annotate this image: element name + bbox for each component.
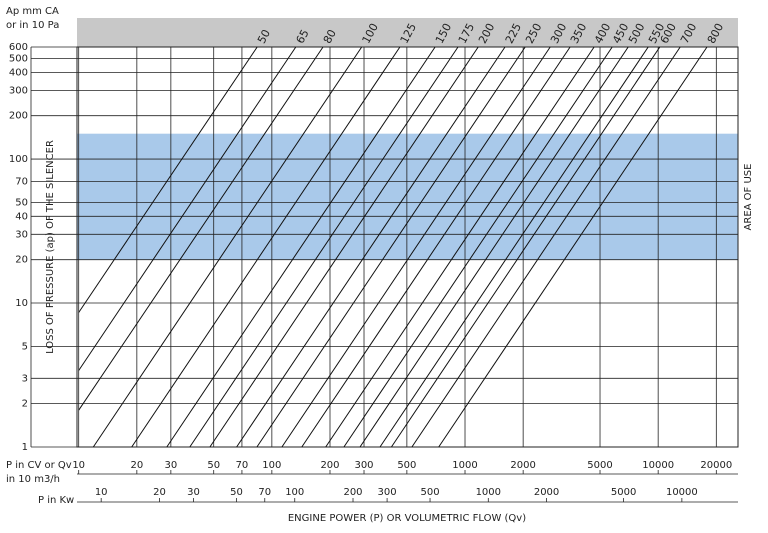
y-tick-label: 2 bbox=[22, 399, 28, 410]
x-tick-label: 30 bbox=[164, 460, 177, 471]
silencer-line bbox=[189, 46, 459, 448]
y-title: LOSS OF PRESSURE (ap) OF THE SILENCER bbox=[45, 140, 56, 354]
area-of-use bbox=[77, 133, 738, 260]
x-tick-label: 20000 bbox=[700, 460, 732, 471]
x2-tick-label: 5000 bbox=[611, 487, 636, 498]
header-band bbox=[77, 18, 738, 47]
x-tick-label: 1000 bbox=[452, 460, 477, 471]
x-tick-label: 50 bbox=[207, 460, 220, 471]
silencer-line bbox=[236, 46, 506, 448]
silencer-line bbox=[78, 46, 324, 411]
x2-tick-label: 1000 bbox=[476, 487, 501, 498]
silencer-line bbox=[281, 46, 551, 448]
x2-tick-label: 30 bbox=[187, 487, 200, 498]
silencer-line bbox=[390, 46, 661, 448]
x2-tick-label: 300 bbox=[378, 487, 397, 498]
silencer-line bbox=[256, 46, 526, 448]
x-tick-label: 20 bbox=[130, 460, 143, 471]
silencer-line bbox=[343, 46, 613, 448]
y-unit-label: Ap mm CA bbox=[6, 6, 59, 17]
x-tick-label: 70 bbox=[236, 460, 249, 471]
silencer-line bbox=[78, 46, 297, 371]
silencer-line bbox=[438, 46, 708, 448]
x2-unit-label: P in Kw bbox=[38, 495, 74, 506]
series-label: 50 bbox=[255, 27, 273, 45]
x-unit-label: P in CV or Qv bbox=[6, 460, 72, 471]
y-tick-label: 10 bbox=[15, 298, 28, 309]
x2-tick-label: 70 bbox=[258, 487, 271, 498]
x2-tick-label: 10 bbox=[95, 487, 108, 498]
y-tick-label: 50 bbox=[15, 197, 28, 208]
y-tick-label: 40 bbox=[15, 211, 28, 222]
x2-tick-label: 100 bbox=[285, 487, 304, 498]
y-tick-label: 20 bbox=[15, 255, 28, 266]
series-label: 80 bbox=[321, 27, 339, 45]
silencer-line bbox=[131, 46, 401, 448]
silencer-line bbox=[166, 46, 436, 448]
x-tick-label: 10 bbox=[72, 460, 85, 471]
band-label: AREA OF USE bbox=[743, 164, 754, 231]
x-unit-label: in 10 m3/h bbox=[6, 474, 60, 485]
x2-tick-label: 200 bbox=[343, 487, 362, 498]
x2-tick-label: 20 bbox=[153, 487, 166, 498]
y-tick-label: 400 bbox=[9, 67, 28, 78]
x2-tick-label: 2000 bbox=[534, 487, 559, 498]
y-tick-label: 200 bbox=[9, 111, 28, 122]
silencer-line bbox=[92, 46, 363, 448]
x-tick-label: 200 bbox=[320, 460, 339, 471]
x-tick-label: 300 bbox=[354, 460, 373, 471]
y-tick-label: 70 bbox=[15, 176, 28, 187]
y-tick-label: 3 bbox=[22, 373, 28, 384]
y-tick-label: 500 bbox=[9, 53, 28, 64]
x2-tick-label: 10000 bbox=[666, 487, 698, 498]
silencer-line bbox=[359, 46, 629, 448]
silencer-line bbox=[379, 46, 649, 448]
x-title: ENGINE POWER (P) OR VOLUMETRIC FLOW (Qv) bbox=[288, 513, 526, 524]
series-label: 65 bbox=[294, 27, 312, 45]
x-tick-label: 10000 bbox=[642, 460, 674, 471]
y-tick-label: 100 bbox=[9, 154, 28, 165]
silencer-line bbox=[209, 46, 479, 448]
y-unit-label: or in 10 Pa bbox=[6, 20, 59, 31]
x-tick-label: 2000 bbox=[510, 460, 535, 471]
x-tick-label: 5000 bbox=[587, 460, 612, 471]
plot-frame bbox=[76, 46, 739, 448]
x2-tick-label: 50 bbox=[230, 487, 243, 498]
y-tick-label: 600 bbox=[9, 42, 28, 53]
silencer-line bbox=[78, 46, 258, 313]
x-tick-label: 100 bbox=[262, 460, 281, 471]
y-tick-label: 30 bbox=[15, 229, 28, 240]
y-tick-label: 5 bbox=[22, 341, 28, 352]
y-tick-label: 1 bbox=[22, 442, 28, 453]
x2-tick-label: 500 bbox=[420, 487, 439, 498]
x-tick-label: 500 bbox=[397, 460, 416, 471]
silencer-line bbox=[301, 46, 571, 448]
silencer-line bbox=[411, 46, 681, 448]
silencer-line bbox=[325, 46, 595, 448]
y-tick-label: 300 bbox=[9, 85, 28, 96]
